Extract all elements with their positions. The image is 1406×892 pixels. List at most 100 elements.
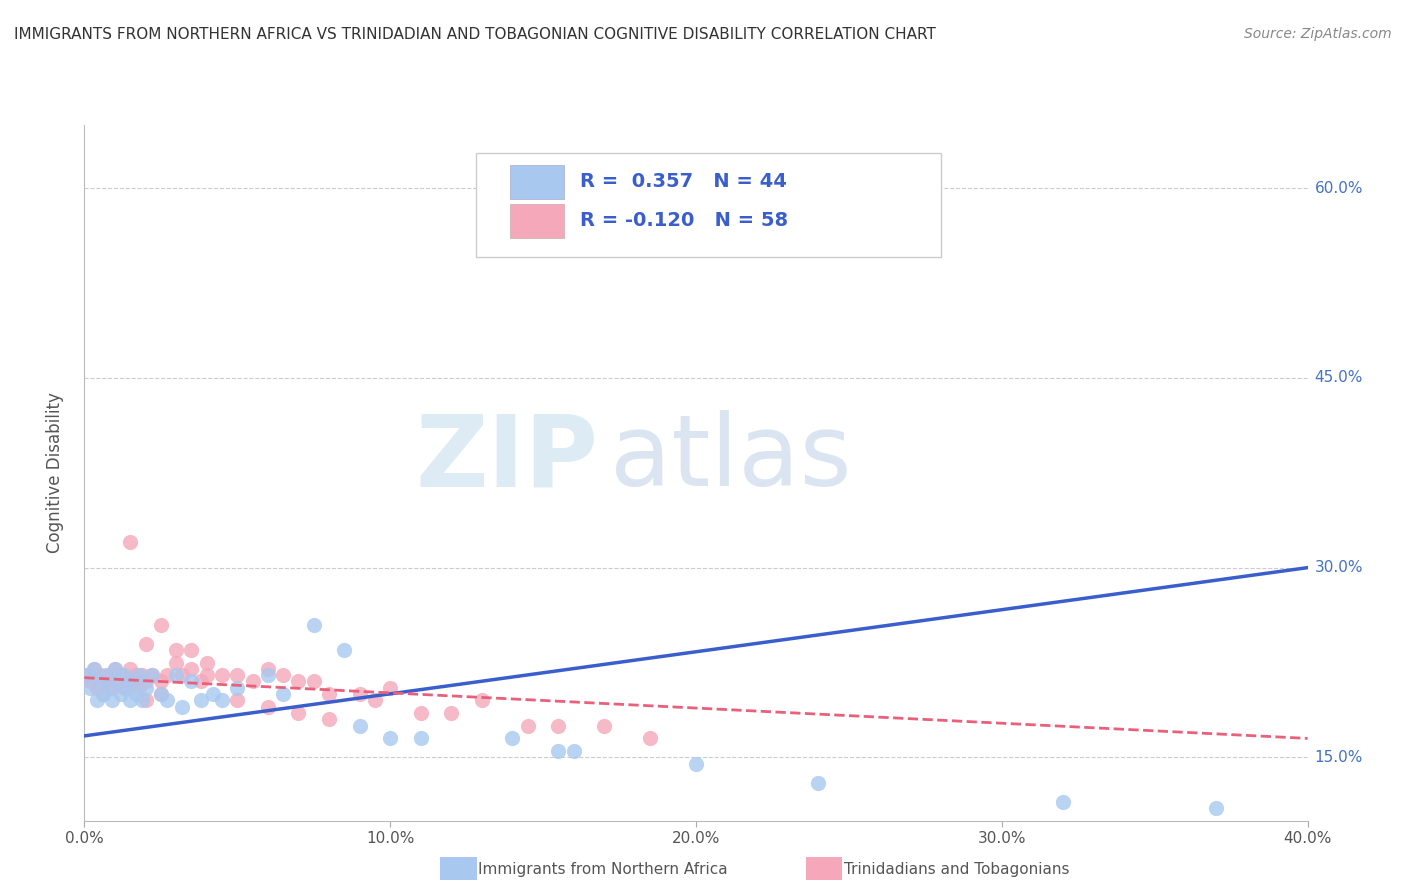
Point	[242, 674, 264, 689]
Point	[257, 668, 280, 682]
Point	[135, 636, 157, 650]
Point	[97, 681, 120, 695]
Point	[79, 674, 101, 689]
Point	[101, 681, 124, 695]
Point	[91, 687, 114, 701]
Point	[271, 668, 294, 682]
Point	[156, 693, 179, 707]
Point	[287, 674, 309, 689]
Point	[271, 687, 294, 701]
Point	[110, 687, 132, 701]
Point	[190, 674, 212, 689]
Point	[1205, 801, 1227, 815]
Point	[807, 775, 830, 789]
Point	[149, 674, 172, 689]
Point	[562, 744, 585, 758]
Point	[226, 668, 249, 682]
Point	[115, 674, 138, 689]
Point	[135, 674, 157, 689]
Point	[440, 706, 463, 720]
Point	[112, 668, 135, 682]
Point	[180, 643, 202, 657]
Point	[593, 719, 616, 733]
Point	[257, 699, 280, 714]
Point	[180, 674, 202, 689]
Point	[135, 693, 157, 707]
Point	[122, 674, 145, 689]
Text: R = -0.120   N = 58: R = -0.120 N = 58	[579, 211, 787, 230]
Point	[89, 674, 111, 689]
Point	[380, 681, 402, 695]
Point	[318, 713, 340, 727]
Point	[471, 693, 494, 707]
Text: Immigrants from Northern Africa: Immigrants from Northern Africa	[478, 863, 728, 877]
FancyBboxPatch shape	[510, 165, 564, 199]
Point	[165, 656, 187, 670]
Point	[318, 687, 340, 701]
Point	[180, 662, 202, 676]
Point	[409, 731, 432, 746]
Point	[83, 662, 105, 676]
Point	[190, 693, 212, 707]
Point	[104, 662, 127, 676]
Point	[107, 674, 129, 689]
Point	[547, 719, 569, 733]
Point	[76, 668, 98, 682]
Text: ZIP: ZIP	[415, 410, 598, 508]
Point	[165, 643, 187, 657]
Point	[94, 668, 117, 682]
Point	[107, 674, 129, 689]
Text: 30.0%: 30.0%	[1315, 560, 1362, 575]
Point	[112, 681, 135, 695]
Point	[349, 687, 371, 701]
Point	[287, 706, 309, 720]
Point	[226, 681, 249, 695]
Point	[547, 744, 569, 758]
Point	[685, 756, 707, 771]
Text: 60.0%: 60.0%	[1315, 181, 1362, 195]
Point	[211, 693, 233, 707]
Point	[86, 693, 108, 707]
Point	[94, 674, 117, 689]
Text: R =  0.357   N = 44: R = 0.357 N = 44	[579, 172, 786, 192]
Text: 15.0%: 15.0%	[1315, 750, 1362, 764]
FancyBboxPatch shape	[475, 153, 941, 257]
Text: Source: ZipAtlas.com: Source: ZipAtlas.com	[1244, 27, 1392, 41]
Point	[110, 668, 132, 682]
Point	[149, 617, 172, 632]
Text: Trinidadians and Tobagonians: Trinidadians and Tobagonians	[844, 863, 1069, 877]
Text: IMMIGRANTS FROM NORTHERN AFRICA VS TRINIDADIAN AND TOBAGONIAN COGNITIVE DISABILI: IMMIGRANTS FROM NORTHERN AFRICA VS TRINI…	[14, 27, 936, 42]
Text: atlas: atlas	[610, 410, 852, 508]
Point	[104, 662, 127, 676]
Point	[76, 668, 98, 682]
Point	[120, 662, 142, 676]
Point	[79, 681, 101, 695]
Y-axis label: Cognitive Disability: Cognitive Disability	[45, 392, 63, 553]
Point	[195, 656, 218, 670]
Point	[211, 668, 233, 682]
Point	[135, 681, 157, 695]
Point	[226, 693, 249, 707]
Point	[122, 674, 145, 689]
Point	[91, 687, 114, 701]
Point	[409, 706, 432, 720]
Point	[120, 693, 142, 707]
Point	[302, 617, 325, 632]
Point	[89, 668, 111, 682]
Point	[97, 668, 120, 682]
Point	[257, 662, 280, 676]
Point	[1052, 795, 1074, 809]
Point	[349, 719, 371, 733]
Point	[125, 668, 148, 682]
Point	[141, 668, 163, 682]
Point	[302, 674, 325, 689]
Point	[128, 668, 150, 682]
Point	[128, 681, 150, 695]
Point	[115, 681, 138, 695]
Point	[131, 693, 153, 707]
Point	[172, 699, 194, 714]
Point	[131, 668, 153, 682]
Point	[141, 668, 163, 682]
Point	[502, 731, 524, 746]
Point	[156, 668, 179, 682]
